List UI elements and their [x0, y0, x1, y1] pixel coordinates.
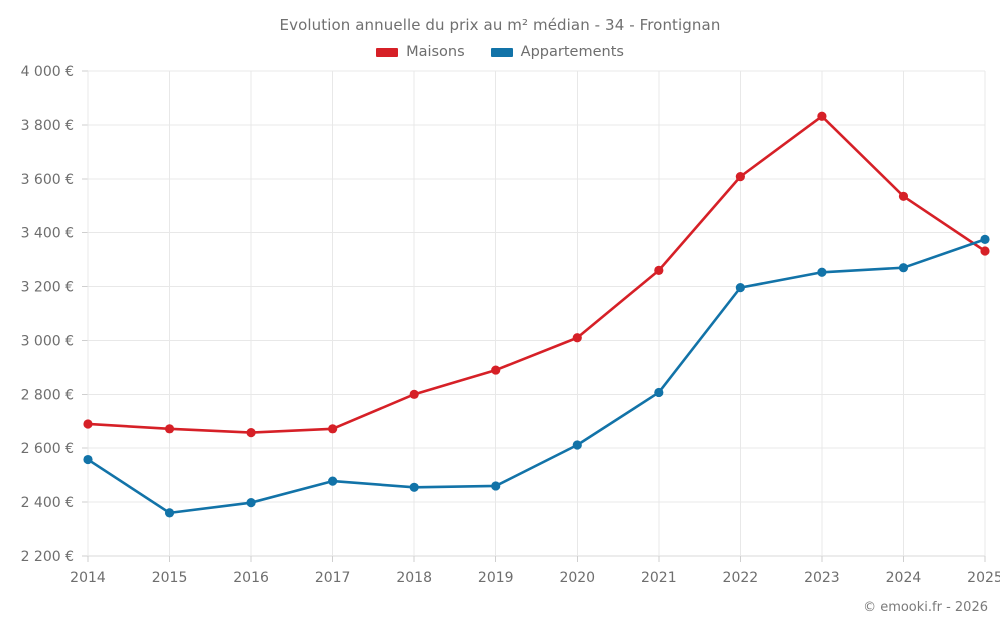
page-title: Evolution annuelle du prix au m² médian … [279, 16, 721, 34]
data-point[interactable] [980, 234, 990, 245]
data-point[interactable] [735, 172, 745, 182]
data-point[interactable] [328, 424, 338, 434]
y-axis-tick-label: 3 600 € [21, 172, 74, 188]
data-point[interactable] [572, 440, 582, 450]
data-point[interactable] [409, 389, 419, 399]
data-point[interactable] [83, 419, 93, 429]
legend-swatch-appartements [490, 47, 513, 57]
data-point[interactable] [817, 267, 827, 277]
chart-legend: Maisons Appartements [0, 44, 1000, 60]
gridlines [82, 70, 986, 562]
x-axis-tick-label: 2024 [886, 570, 922, 586]
series-line-appartements [86, 238, 987, 515]
x-axis-tick-label: 2023 [804, 570, 840, 586]
legend-item-appartements[interactable]: Appartements [490, 44, 624, 60]
x-axis-tick-label: 2019 [478, 570, 514, 586]
y-axis-tick-label: 3 000 € [21, 333, 74, 349]
y-axis-tick-label: 2 400 € [21, 495, 74, 511]
x-axis-tick-label: 2025 [967, 570, 1000, 586]
y-axis-tick-label: 2 600 € [21, 441, 74, 457]
y-axis-tick-label: 3 800 € [21, 118, 74, 134]
x-axis-tick-label: 2015 [152, 570, 188, 586]
data-point[interactable] [735, 283, 745, 293]
data-point[interactable] [654, 387, 664, 398]
y-axis-tick-label: 3 200 € [21, 280, 74, 296]
data-point[interactable] [83, 454, 93, 465]
data-point[interactable] [898, 263, 909, 273]
y-axis-tick-label: 2 800 € [21, 387, 74, 403]
legend-swatch-maisons [376, 47, 399, 57]
y-axis-tick-label: 3 400 € [21, 226, 74, 242]
data-point[interactable] [572, 333, 582, 343]
data-point[interactable] [164, 508, 175, 518]
data-point[interactable] [491, 365, 501, 375]
x-axis-tick-label: 2021 [641, 570, 677, 586]
data-point[interactable] [409, 482, 419, 492]
footer-credit: © emooki.fr - 2026 [863, 600, 988, 615]
data-point[interactable] [328, 476, 338, 486]
x-axis-tick-labels: 2014 2015 2016 2017 2018 2019 2020 2021 2022 2023… [70, 570, 1000, 586]
x-axis-tick-label: 2014 [70, 570, 106, 586]
data-point[interactable] [898, 191, 909, 201]
y-axis-tick-label: 2 200 € [21, 549, 74, 565]
legend-item-maisons[interactable]: Maisons [376, 44, 465, 60]
data-point[interactable] [980, 246, 990, 256]
data-point[interactable] [491, 481, 501, 491]
x-axis-tick-label: 2017 [315, 570, 351, 586]
y-axis-tick-label: 4 000 € [21, 64, 74, 80]
x-axis-tick-label: 2016 [233, 570, 269, 586]
x-axis-tick-label: 2018 [396, 570, 432, 586]
x-axis-tick-label: 2020 [559, 570, 595, 586]
data-point[interactable] [817, 111, 827, 121]
data-series [83, 111, 990, 518]
data-point[interactable] [654, 265, 664, 275]
series-line-maisons [86, 114, 987, 434]
data-point[interactable] [246, 498, 256, 508]
x-axis-tick-label: 2022 [723, 570, 759, 586]
data-point[interactable] [164, 424, 175, 434]
legend-label-maisons: Maisons [406, 44, 465, 60]
y-axis-tick-labels: 2 200 € 2 400 € 2 600 € 2 800 € 3 000 € 3 200… [21, 64, 74, 565]
legend-label-appartements: Appartements [520, 44, 624, 60]
data-point[interactable] [246, 427, 256, 438]
